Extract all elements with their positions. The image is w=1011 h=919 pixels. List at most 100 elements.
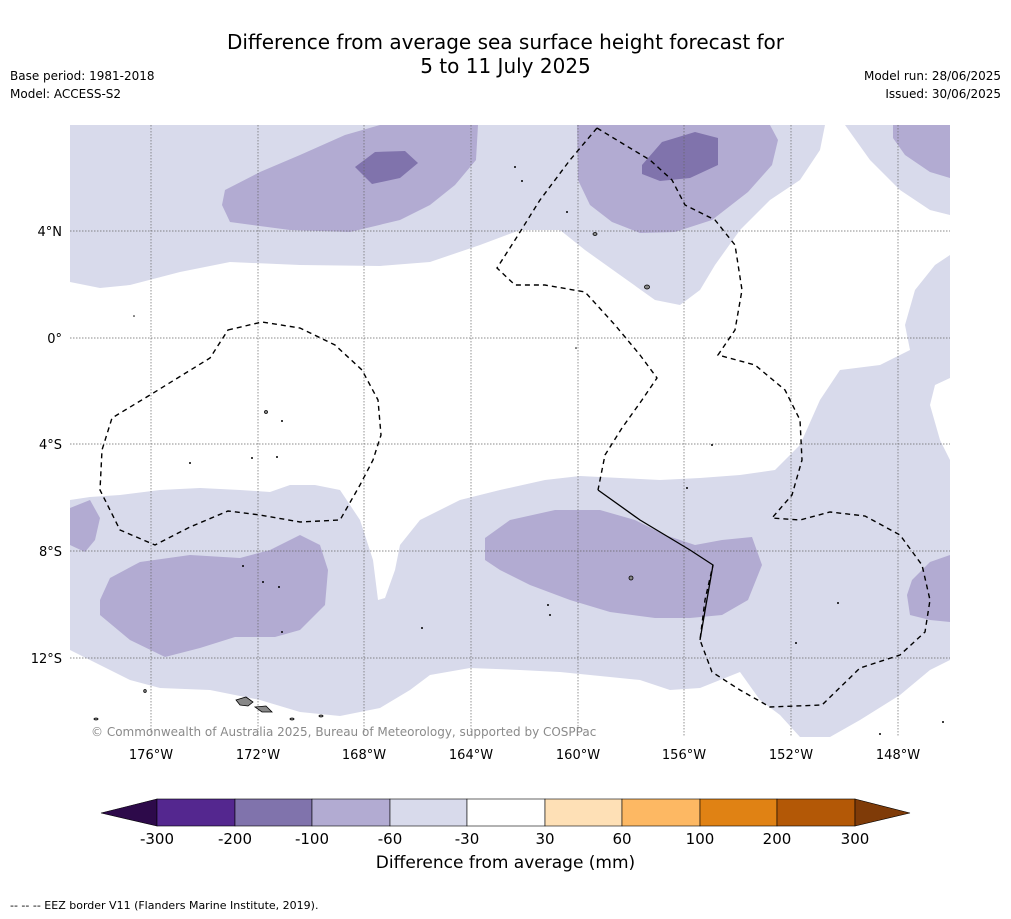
atoll [879,733,881,735]
islands [93,232,650,721]
map-title: Difference from average sea surface heig… [0,30,1011,78]
colorbar-segment [156,798,236,827]
atoll [942,721,944,723]
model-name: Model: ACCESS-S2 [10,87,122,101]
islet [289,717,295,721]
latitude-labels: 4°N 0° 4°S 8°S 12°S [31,225,62,667]
atoll [686,487,688,489]
colorbar-tick-label: -300 [140,830,174,848]
atoll [262,581,264,583]
contour-mid-south-center [485,510,762,618]
boundary-solid [597,489,714,641]
lon-label: 176°W [129,748,173,763]
samoa-island-upolu [253,705,273,713]
contour-mid-east-edge [907,555,950,622]
lon-label: 160°W [556,748,600,763]
colorbar-segment [311,798,391,827]
base-period: Base period: 1981-2018 [10,69,155,83]
colorbar-tick-label: -60 [378,830,403,848]
model-info: Base period: 1981-2018 Model: ACCESS-S2 [10,67,155,103]
atoll [549,614,551,616]
islet [644,284,650,290]
atoll [242,565,244,567]
atoll [837,602,839,604]
title-line-1: Difference from average sea surface heig… [226,30,785,54]
colorbar-extend-low [100,798,158,827]
atoll [281,631,283,633]
contour-white-east-patch [930,378,950,460]
atoll [711,444,713,446]
colorbar-tick-label: 200 [763,830,792,848]
atoll [521,180,523,182]
contour-mid-south-west [100,535,328,657]
colorbar-segment [699,798,778,827]
colorbar-tick-label: -200 [218,830,252,848]
contour-light-east [70,255,950,737]
lon-label: 164°W [449,748,493,763]
eez-border-line-islands [596,127,931,708]
colorbar-tick-label: 30 [535,830,554,848]
lon-label: 168°W [342,748,386,763]
atoll [795,642,797,644]
colorbar-segment [776,798,856,827]
atoll [276,456,278,458]
anomaly-contours [70,125,950,737]
atoll [566,211,568,213]
colorbar-tick-label: 100 [686,830,715,848]
atoll [189,462,191,464]
colorbar-label: Difference from average (mm) [375,853,636,873]
colorbar-tick-label: 60 [612,830,631,848]
copyright-notice: © Commonwealth of Australia 2025, Bureau… [91,725,597,739]
islet [628,575,634,581]
colorbar-segment [621,798,701,827]
lon-label: 152°W [769,748,813,763]
colorbar [100,798,911,827]
atoll [281,420,283,422]
colorbar-tick-label: 300 [841,830,870,848]
atoll [514,166,516,168]
samoa-island-savaii [235,696,254,707]
atoll [133,315,135,317]
lat-label: 4°N [38,225,63,240]
islet [592,232,598,236]
atoll [575,347,577,349]
lon-label: 172°W [236,748,280,763]
atoll [421,627,423,629]
lon-label: 156°W [662,748,706,763]
eez-footnote: -- -- -- EEZ border V11 (Flanders Marine… [10,899,319,912]
islet [318,714,324,718]
colorbar-segment [466,798,546,827]
colorbar-tick-label: -30 [455,830,480,848]
eez-border-tokelau [99,321,382,546]
lat-label: 4°S [39,438,62,453]
colorbar-tick-label: -100 [295,830,329,848]
lat-label: 12°S [31,652,62,667]
islet [93,717,99,721]
eez-borders [99,127,931,708]
colorbar-ticks: -300 -200 -100 -60 -30 30 60 100 200 300 [140,830,869,848]
colorbar-segment [544,798,623,827]
lat-label: 8°S [39,545,62,560]
lat-label: 0° [47,332,62,347]
contour-mid-west-edge [70,500,100,552]
atoll [278,586,280,588]
run-info: Model run: 28/06/2025 Issued: 30/06/2025 [864,67,1001,103]
colorbar-extend-high [854,798,911,827]
contour-mid-northeast-corner [893,125,950,178]
graticule [70,125,950,737]
issued-date: Issued: 30/06/2025 [885,87,1001,101]
contour-dark-north-east [642,132,718,181]
model-run: Model run: 28/06/2025 [863,69,1001,83]
atolls [133,166,944,735]
atoll [251,457,253,459]
atoll [547,604,549,606]
colorbar-segment [234,798,313,827]
longitude-labels: 176°W 172°W 168°W 164°W 160°W 156°W 152°… [129,748,920,763]
contour-dark-north-west [355,151,418,184]
lon-label: 148°W [876,748,920,763]
title-line-2: 5 to 11 July 2025 [420,54,591,78]
islet [143,689,147,693]
contour-mid-north-west [222,125,478,232]
colorbar-segment [389,798,468,827]
